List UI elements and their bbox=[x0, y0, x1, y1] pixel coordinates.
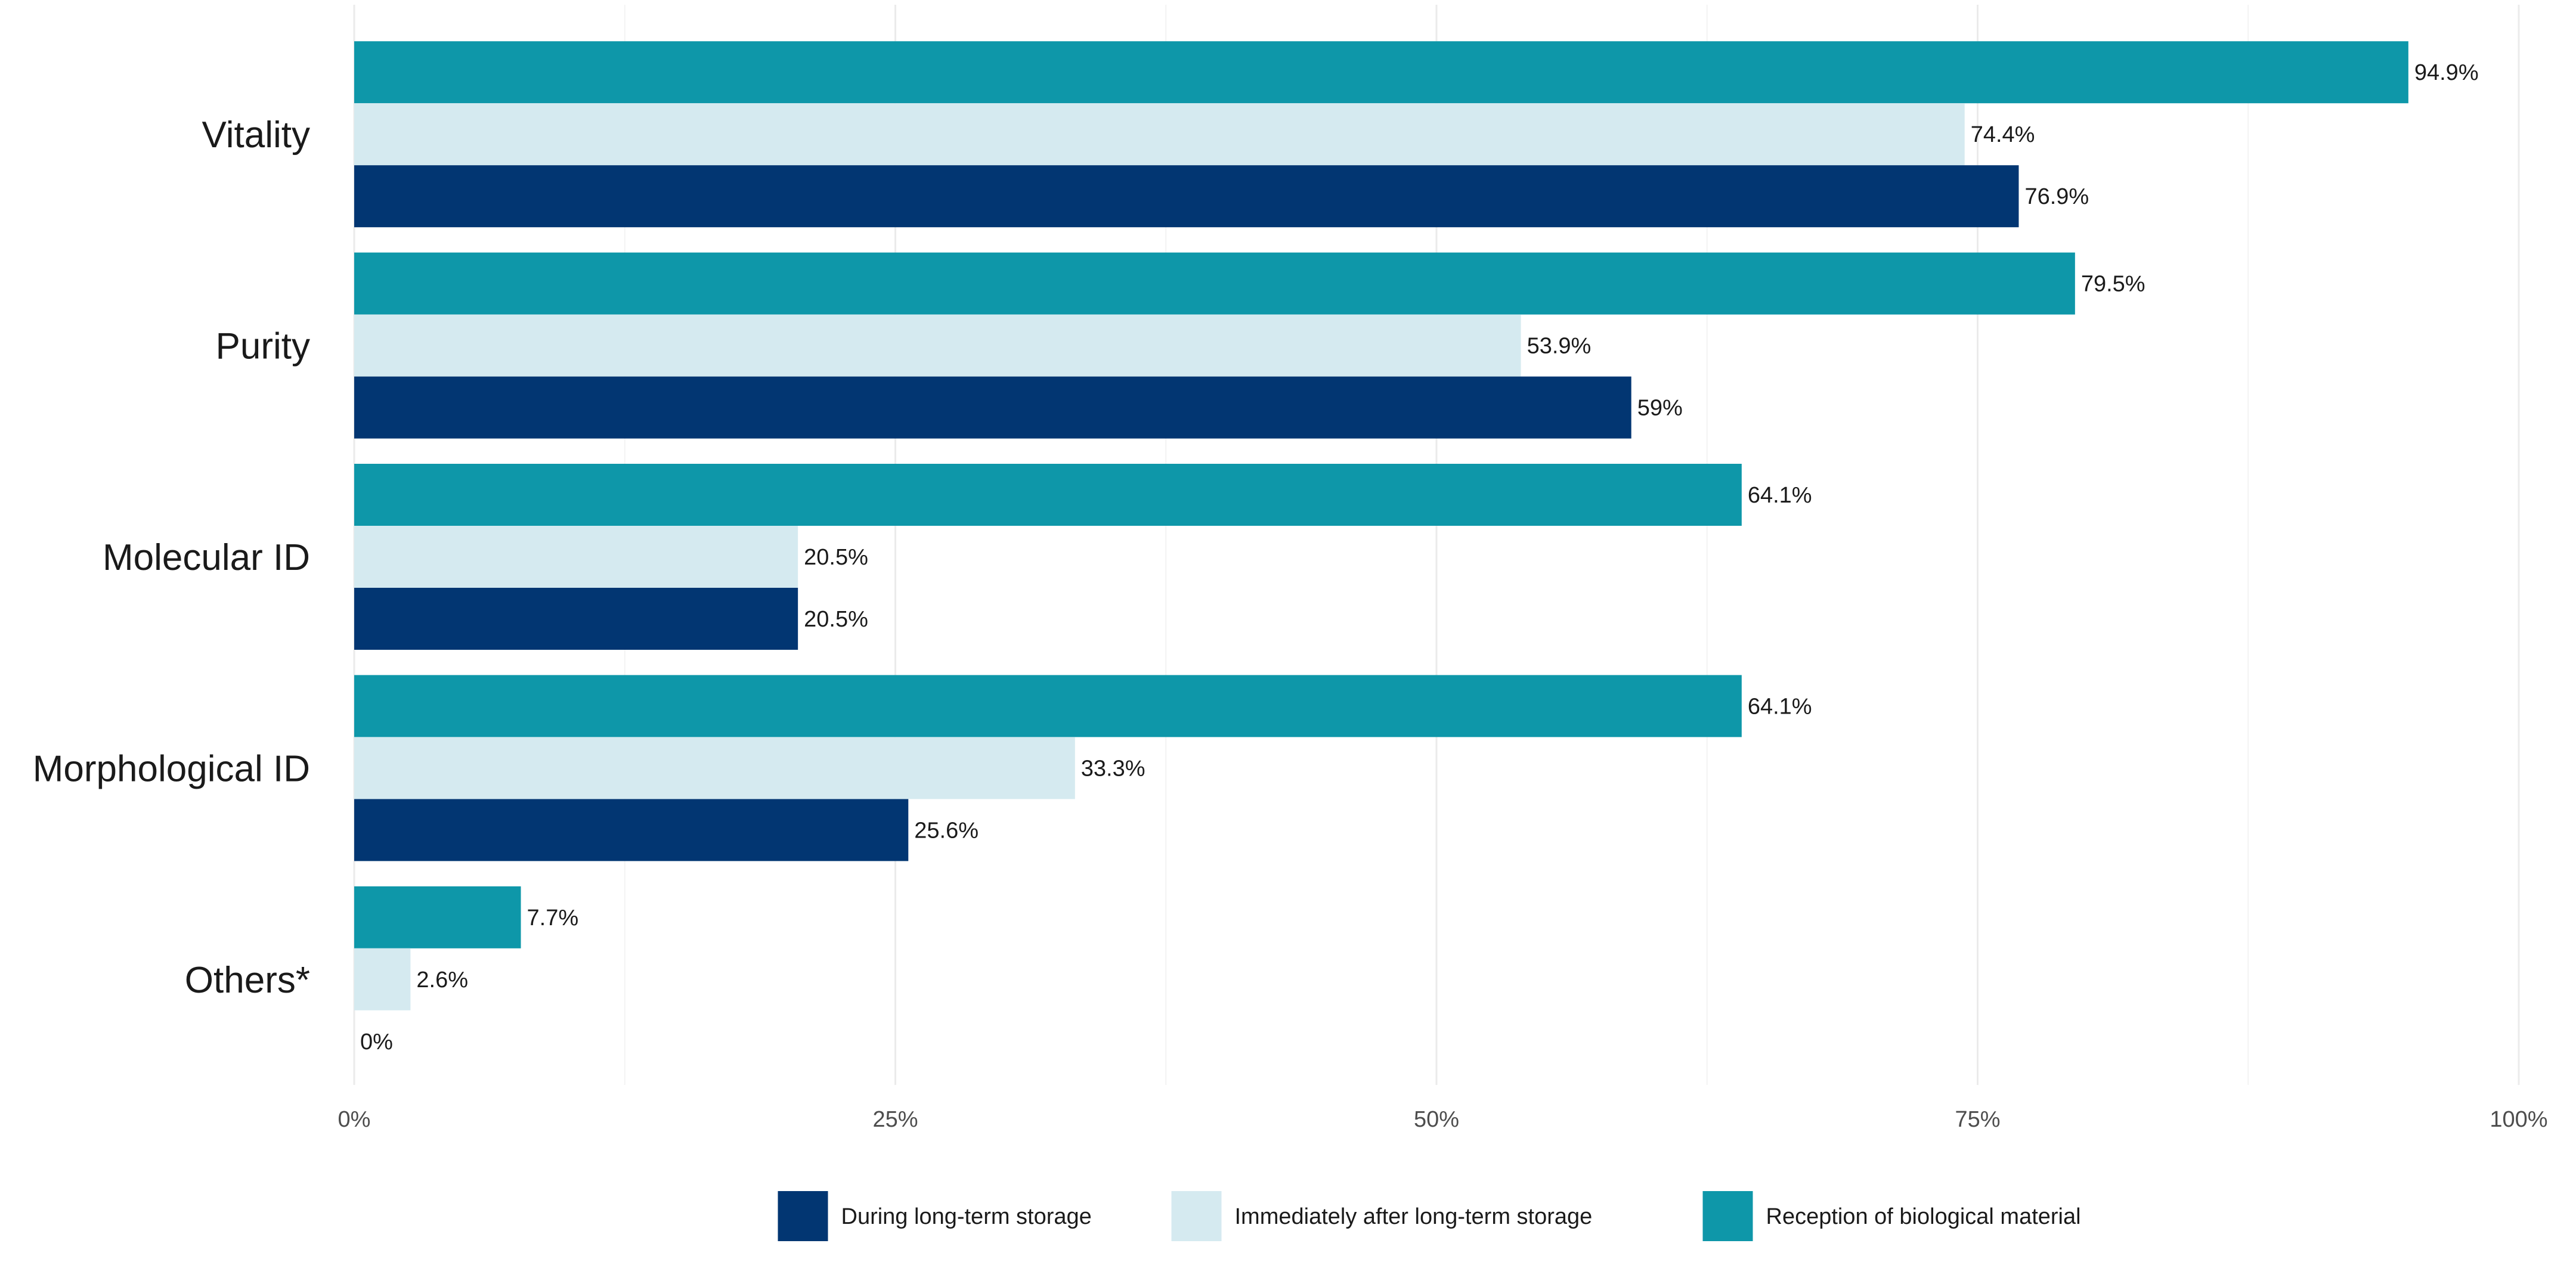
x-tick-label: 25% bbox=[872, 1107, 918, 1132]
category-label-morphological-id: Morphological ID bbox=[33, 748, 310, 789]
bar-others-reception-of-biological-material bbox=[354, 886, 521, 948]
bars-layer bbox=[354, 41, 2408, 1010]
legend-item-reception-of-biological-material: Reception of biological material bbox=[1702, 1191, 2081, 1241]
data-label-others-immediately-after-long-term-storage: 2.6% bbox=[416, 968, 468, 993]
bar-molecular-id-immediately-after-long-term-storage bbox=[354, 526, 798, 588]
data-label-others-during-long-term-storage: 0% bbox=[360, 1030, 393, 1055]
data-label-vitality-immediately-after-long-term-storage: 74.4% bbox=[1971, 122, 2035, 147]
legend-label: During long-term storage bbox=[841, 1204, 1092, 1229]
legend-swatch bbox=[1702, 1191, 1753, 1241]
legend-label: Immediately after long-term storage bbox=[1235, 1204, 1593, 1229]
data-label-morphological-id-reception-of-biological-material: 64.1% bbox=[1748, 694, 1812, 719]
legend-item-during-long-term-storage: During long-term storage bbox=[778, 1191, 1092, 1241]
bar-others-immediately-after-long-term-storage bbox=[354, 948, 411, 1010]
bar-morphological-id-immediately-after-long-term-storage bbox=[354, 737, 1075, 799]
data-label-molecular-id-during-long-term-storage: 20.5% bbox=[804, 607, 868, 632]
bar-morphological-id-during-long-term-storage bbox=[354, 799, 909, 861]
legend-item-immediately-after-long-term-storage: Immediately after long-term storage bbox=[1171, 1191, 1593, 1241]
bar-purity-reception-of-biological-material bbox=[354, 252, 2075, 315]
axis-layer: 0% 25% 50% 75% 100% Vitality Purity Molecular I… bbox=[33, 114, 2548, 1132]
legend-swatch bbox=[778, 1191, 828, 1241]
bar-vitality-immediately-after-long-term-storage bbox=[354, 103, 1965, 166]
data-label-morphological-id-immediately-after-long-term-storage: 33.3% bbox=[1081, 756, 1145, 781]
data-label-vitality-reception-of-biological-material: 94.9% bbox=[2414, 60, 2479, 85]
bar-purity-during-long-term-storage bbox=[354, 376, 1631, 439]
x-tick-label: 0% bbox=[338, 1107, 371, 1132]
bar-morphological-id-reception-of-biological-material bbox=[354, 675, 1742, 737]
legend: During long-term storage Immediately afte… bbox=[778, 1191, 2081, 1241]
x-tick-label: 50% bbox=[1414, 1107, 1459, 1132]
data-label-purity-immediately-after-long-term-storage: 53.9% bbox=[1527, 334, 1592, 359]
bar-molecular-id-during-long-term-storage bbox=[354, 588, 798, 650]
data-label-purity-reception-of-biological-material: 79.5% bbox=[2081, 272, 2145, 297]
bar-vitality-reception-of-biological-material bbox=[354, 41, 2408, 104]
bar-molecular-id-reception-of-biological-material bbox=[354, 464, 1742, 526]
category-label-purity: Purity bbox=[216, 326, 310, 367]
x-tick-label: 100% bbox=[2490, 1107, 2547, 1132]
data-label-molecular-id-immediately-after-long-term-storage: 20.5% bbox=[804, 545, 868, 570]
x-tick-label: 75% bbox=[1955, 1107, 2000, 1132]
data-label-vitality-during-long-term-storage: 76.9% bbox=[2024, 184, 2089, 209]
data-label-molecular-id-reception-of-biological-material: 64.1% bbox=[1748, 483, 1812, 508]
data-label-others-reception-of-biological-material: 7.7% bbox=[527, 906, 579, 931]
category-label-others: Others* bbox=[185, 960, 310, 1001]
category-label-molecular-id: Molecular ID bbox=[103, 537, 310, 578]
data-labels-layer: 94.9% 74.4% 76.9% 79.5% 53.9% 59% 64.1% 20.5% 20… bbox=[360, 60, 2479, 1055]
data-label-purity-during-long-term-storage: 59% bbox=[1637, 396, 1683, 421]
legend-swatch bbox=[1171, 1191, 1222, 1241]
category-label-vitality: Vitality bbox=[202, 114, 311, 156]
legend-label: Reception of biological material bbox=[1766, 1204, 2081, 1229]
bar-purity-immediately-after-long-term-storage bbox=[354, 314, 1521, 377]
bar-vitality-during-long-term-storage bbox=[354, 165, 2019, 228]
data-label-morphological-id-during-long-term-storage: 25.6% bbox=[914, 818, 979, 843]
